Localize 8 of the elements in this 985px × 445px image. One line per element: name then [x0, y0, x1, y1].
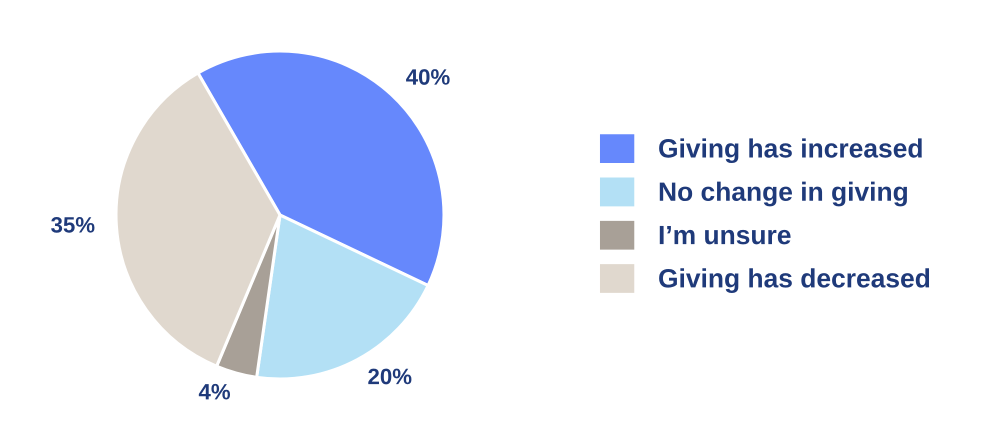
data-label: 4%: [198, 384, 230, 400]
legend-label: Giving has increased: [659, 138, 922, 164]
legend-label: Giving has decreased: [659, 268, 930, 293]
legend-label: No change in giving: [660, 182, 907, 206]
data-label: 20%: [368, 368, 412, 384]
data-label: 35%: [51, 216, 94, 233]
data-label: 40%: [406, 69, 450, 85]
legend-label: I’m unsure: [660, 226, 791, 244]
